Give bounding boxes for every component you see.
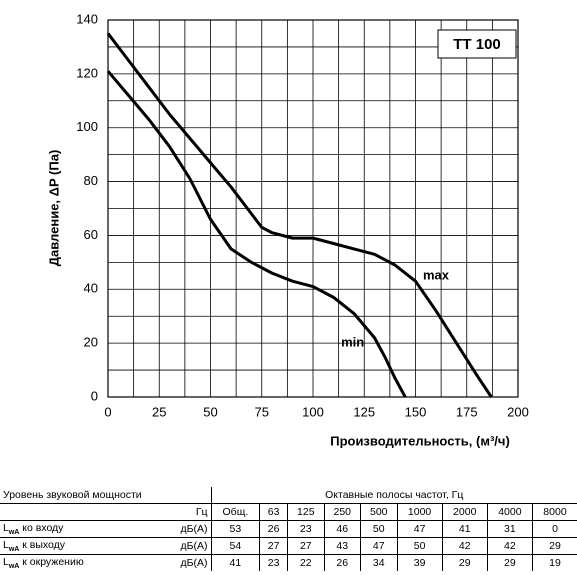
cell: 1000: [397, 503, 443, 521]
series-label: min: [341, 335, 364, 350]
series-line: [106, 32, 493, 398]
value-cell: 53: [211, 520, 261, 538]
label-text: к окружению: [22, 555, 84, 568]
value-cell: 29: [442, 554, 488, 571]
y-axis-title: Давление, ΔP (Па): [46, 150, 61, 267]
row-label: LwA к выходу: [0, 537, 124, 555]
value-cell: 22: [287, 554, 325, 571]
data-row: LwA ко входу дБ(А) 53 26 23 46 50 47 41 31 0: [0, 520, 577, 538]
row-label: LwA ко входу: [0, 520, 124, 538]
label-text: к выходу: [22, 538, 66, 551]
value-cell: 39: [397, 554, 443, 571]
data-row: LwA к выходу дБ(А) 54 27 27 43 47 50 42 42 29: [0, 537, 577, 555]
x-tick-label: 75: [255, 404, 269, 419]
title-box: [437, 29, 517, 59]
cell: [0, 503, 124, 521]
y-tick-label: 20: [84, 335, 98, 350]
value-cell: 31: [487, 520, 533, 538]
value-cell: 54: [211, 537, 261, 555]
value-cell: 27: [259, 537, 289, 555]
chart: Давление, ΔP (Па) Производительность, (м…: [46, 11, 529, 448]
x-tick-label: 50: [203, 404, 217, 419]
value-cell: 23: [259, 554, 289, 571]
header-cell: Октавные полосы частот, Гц: [211, 487, 577, 504]
subscript: wA: [8, 546, 20, 554]
series-line: [106, 70, 407, 398]
symbol: L: [3, 538, 9, 551]
value-cell: 42: [487, 537, 533, 555]
y-tick-label: 0: [91, 388, 98, 403]
header-row: Уровень звуковой мощности Октавные полосы…: [0, 487, 577, 504]
x-tick-label: 200: [507, 404, 529, 419]
cell: 250: [324, 503, 362, 521]
y-tick-label: 140: [76, 11, 98, 26]
x-tick-label: 150: [405, 404, 427, 419]
unit-cell: дБ(А): [124, 537, 212, 555]
value-cell: 34: [360, 554, 398, 571]
value-cell: 50: [360, 520, 398, 538]
x-tick-label: 25: [152, 404, 166, 419]
value-cell: 0: [532, 520, 577, 538]
x-tick-label: 175: [456, 404, 478, 419]
subscript: wA: [8, 563, 20, 571]
value-cell: 26: [259, 520, 289, 538]
subscript: wA: [8, 529, 20, 537]
value-cell: 26: [324, 554, 362, 571]
x-axis-title: Производительность, (м³/ч): [330, 433, 510, 448]
y-tick-label: 100: [76, 119, 98, 134]
units-row: Гц Общ. 63 125 250 500 1000 2000 4000 8000: [0, 503, 577, 521]
value-cell: 29: [532, 537, 577, 555]
label-text: ко входу: [22, 521, 64, 534]
value-cell: 41: [442, 520, 488, 538]
value-cell: 23: [287, 520, 325, 538]
symbol: L: [3, 521, 9, 534]
x-tick-label: 0: [104, 404, 111, 419]
cell: Гц: [124, 503, 212, 521]
data-row: LwA к окружению дБ(А) 41 23 22 26 34 39 29 29 19: [0, 554, 577, 572]
value-cell: 19: [549, 557, 561, 569]
value-cell: 42: [442, 537, 488, 555]
cell: Общ.: [211, 503, 261, 521]
y-tick-label: 60: [84, 227, 98, 242]
cell: 4000: [487, 503, 533, 521]
cell: 125: [287, 503, 325, 521]
cell: 2000: [442, 503, 488, 521]
y-tick-label: 40: [84, 281, 98, 296]
x-tick-label: 100: [302, 404, 324, 419]
header-cell: Уровень звуковой мощности: [0, 487, 212, 504]
value-cell: 46: [324, 520, 362, 538]
value-cell: 29: [487, 554, 533, 571]
value-cell: 41: [211, 554, 261, 571]
y-tick-label: 120: [76, 65, 98, 80]
unit-cell: дБ(А): [124, 554, 212, 571]
value-cell: 27: [287, 537, 325, 555]
value-cell: 47: [360, 537, 398, 555]
value-cell: 47: [397, 520, 443, 538]
chart-title: ТТ 100: [453, 36, 501, 53]
series-label: max: [423, 267, 450, 282]
sound-table: Уровень звуковой мощности Октавные полосы…: [0, 487, 577, 571]
symbol: L: [3, 555, 9, 568]
cell: 63: [259, 503, 289, 521]
value-cell: 50: [397, 537, 443, 555]
unit-cell: дБ(А): [124, 520, 212, 538]
y-tick-label: 80: [84, 173, 98, 188]
plot-border: [107, 19, 519, 398]
value-cell: 43: [324, 537, 362, 555]
cell: 500: [360, 503, 398, 521]
cell: 8000: [532, 503, 577, 521]
row-label: LwA к окружению: [0, 555, 124, 572]
x-tick-label: 125: [353, 404, 375, 419]
